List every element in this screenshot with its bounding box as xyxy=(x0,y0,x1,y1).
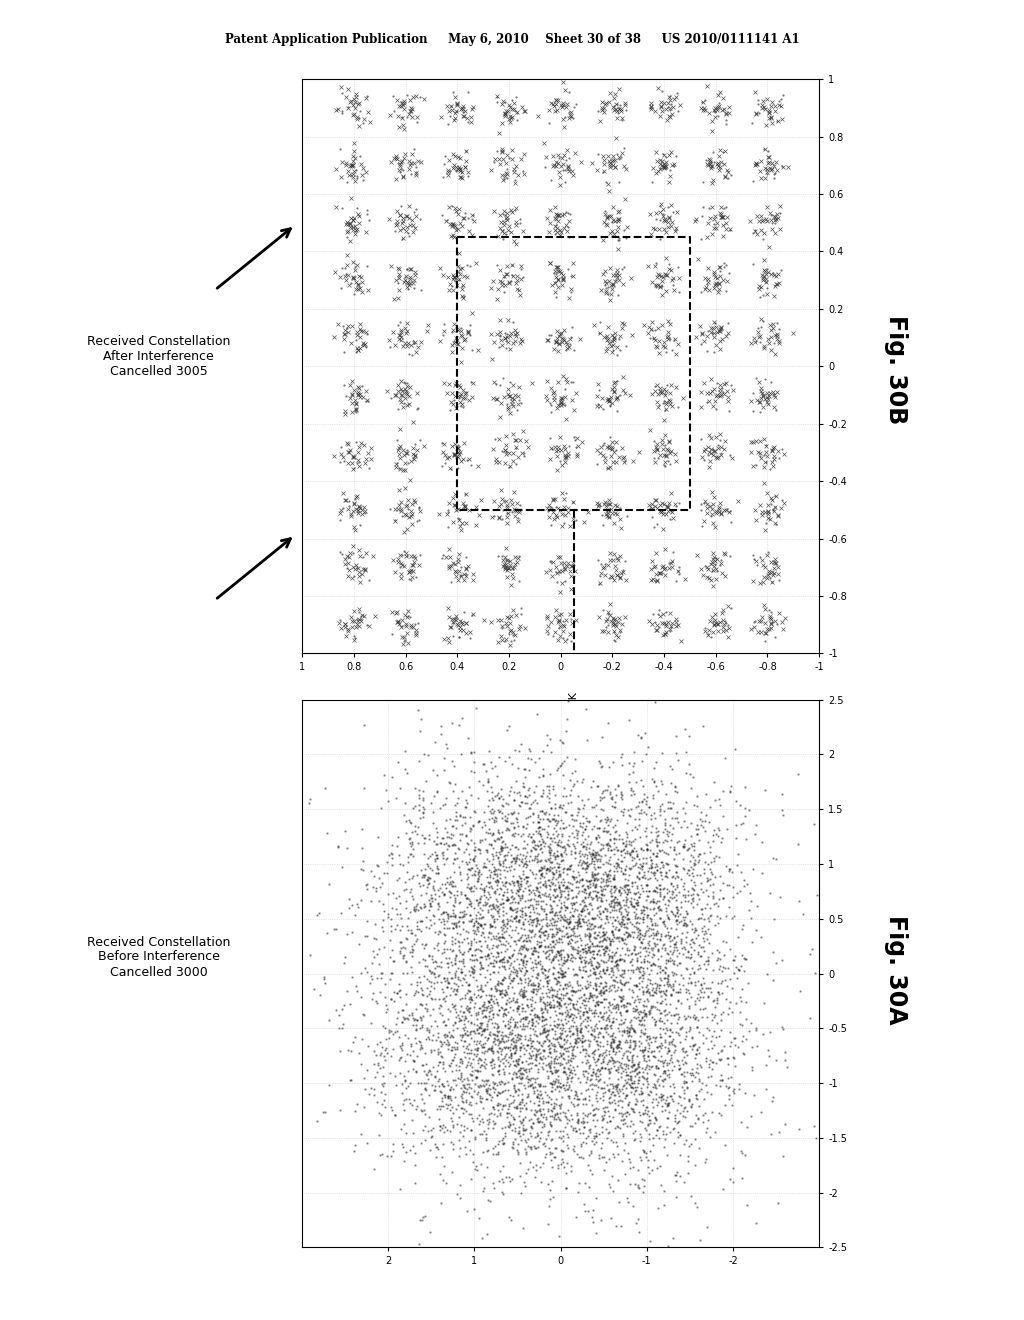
Text: Fig. 30B: Fig. 30B xyxy=(884,315,908,424)
Text: Received Constellation
After Interference
Cancelled 3005: Received Constellation After Interferenc… xyxy=(87,335,230,378)
Text: Received Constellation
Before Interference
Cancelled 3000: Received Constellation Before Interferen… xyxy=(87,936,230,978)
Text: Fig. 30A: Fig. 30A xyxy=(884,916,908,1024)
Text: Patent Application Publication     May 6, 2010    Sheet 30 of 38     US 2010/011: Patent Application Publication May 6, 20… xyxy=(224,33,800,46)
Text: QPSK: QPSK xyxy=(568,690,579,721)
